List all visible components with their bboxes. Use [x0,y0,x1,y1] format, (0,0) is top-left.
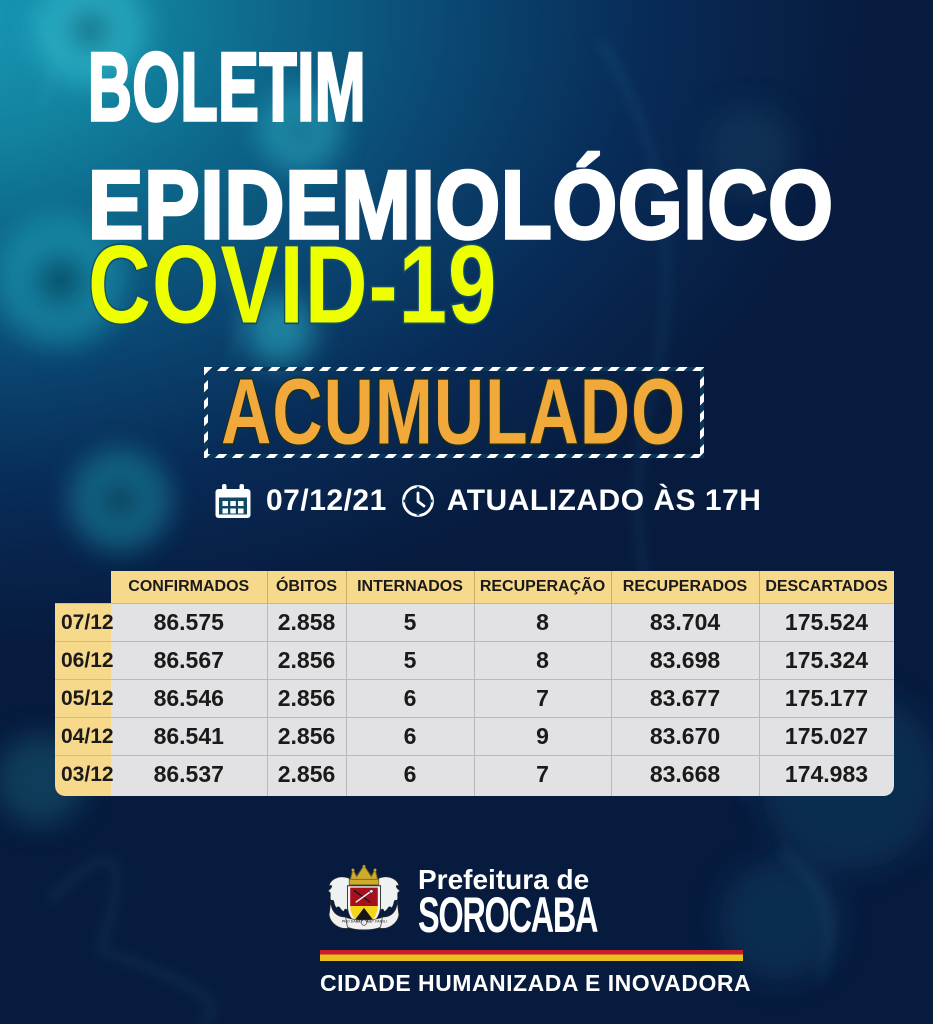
svg-text:PATRIA ET FAMILI: PATRIA ET FAMILI [356,920,387,924]
